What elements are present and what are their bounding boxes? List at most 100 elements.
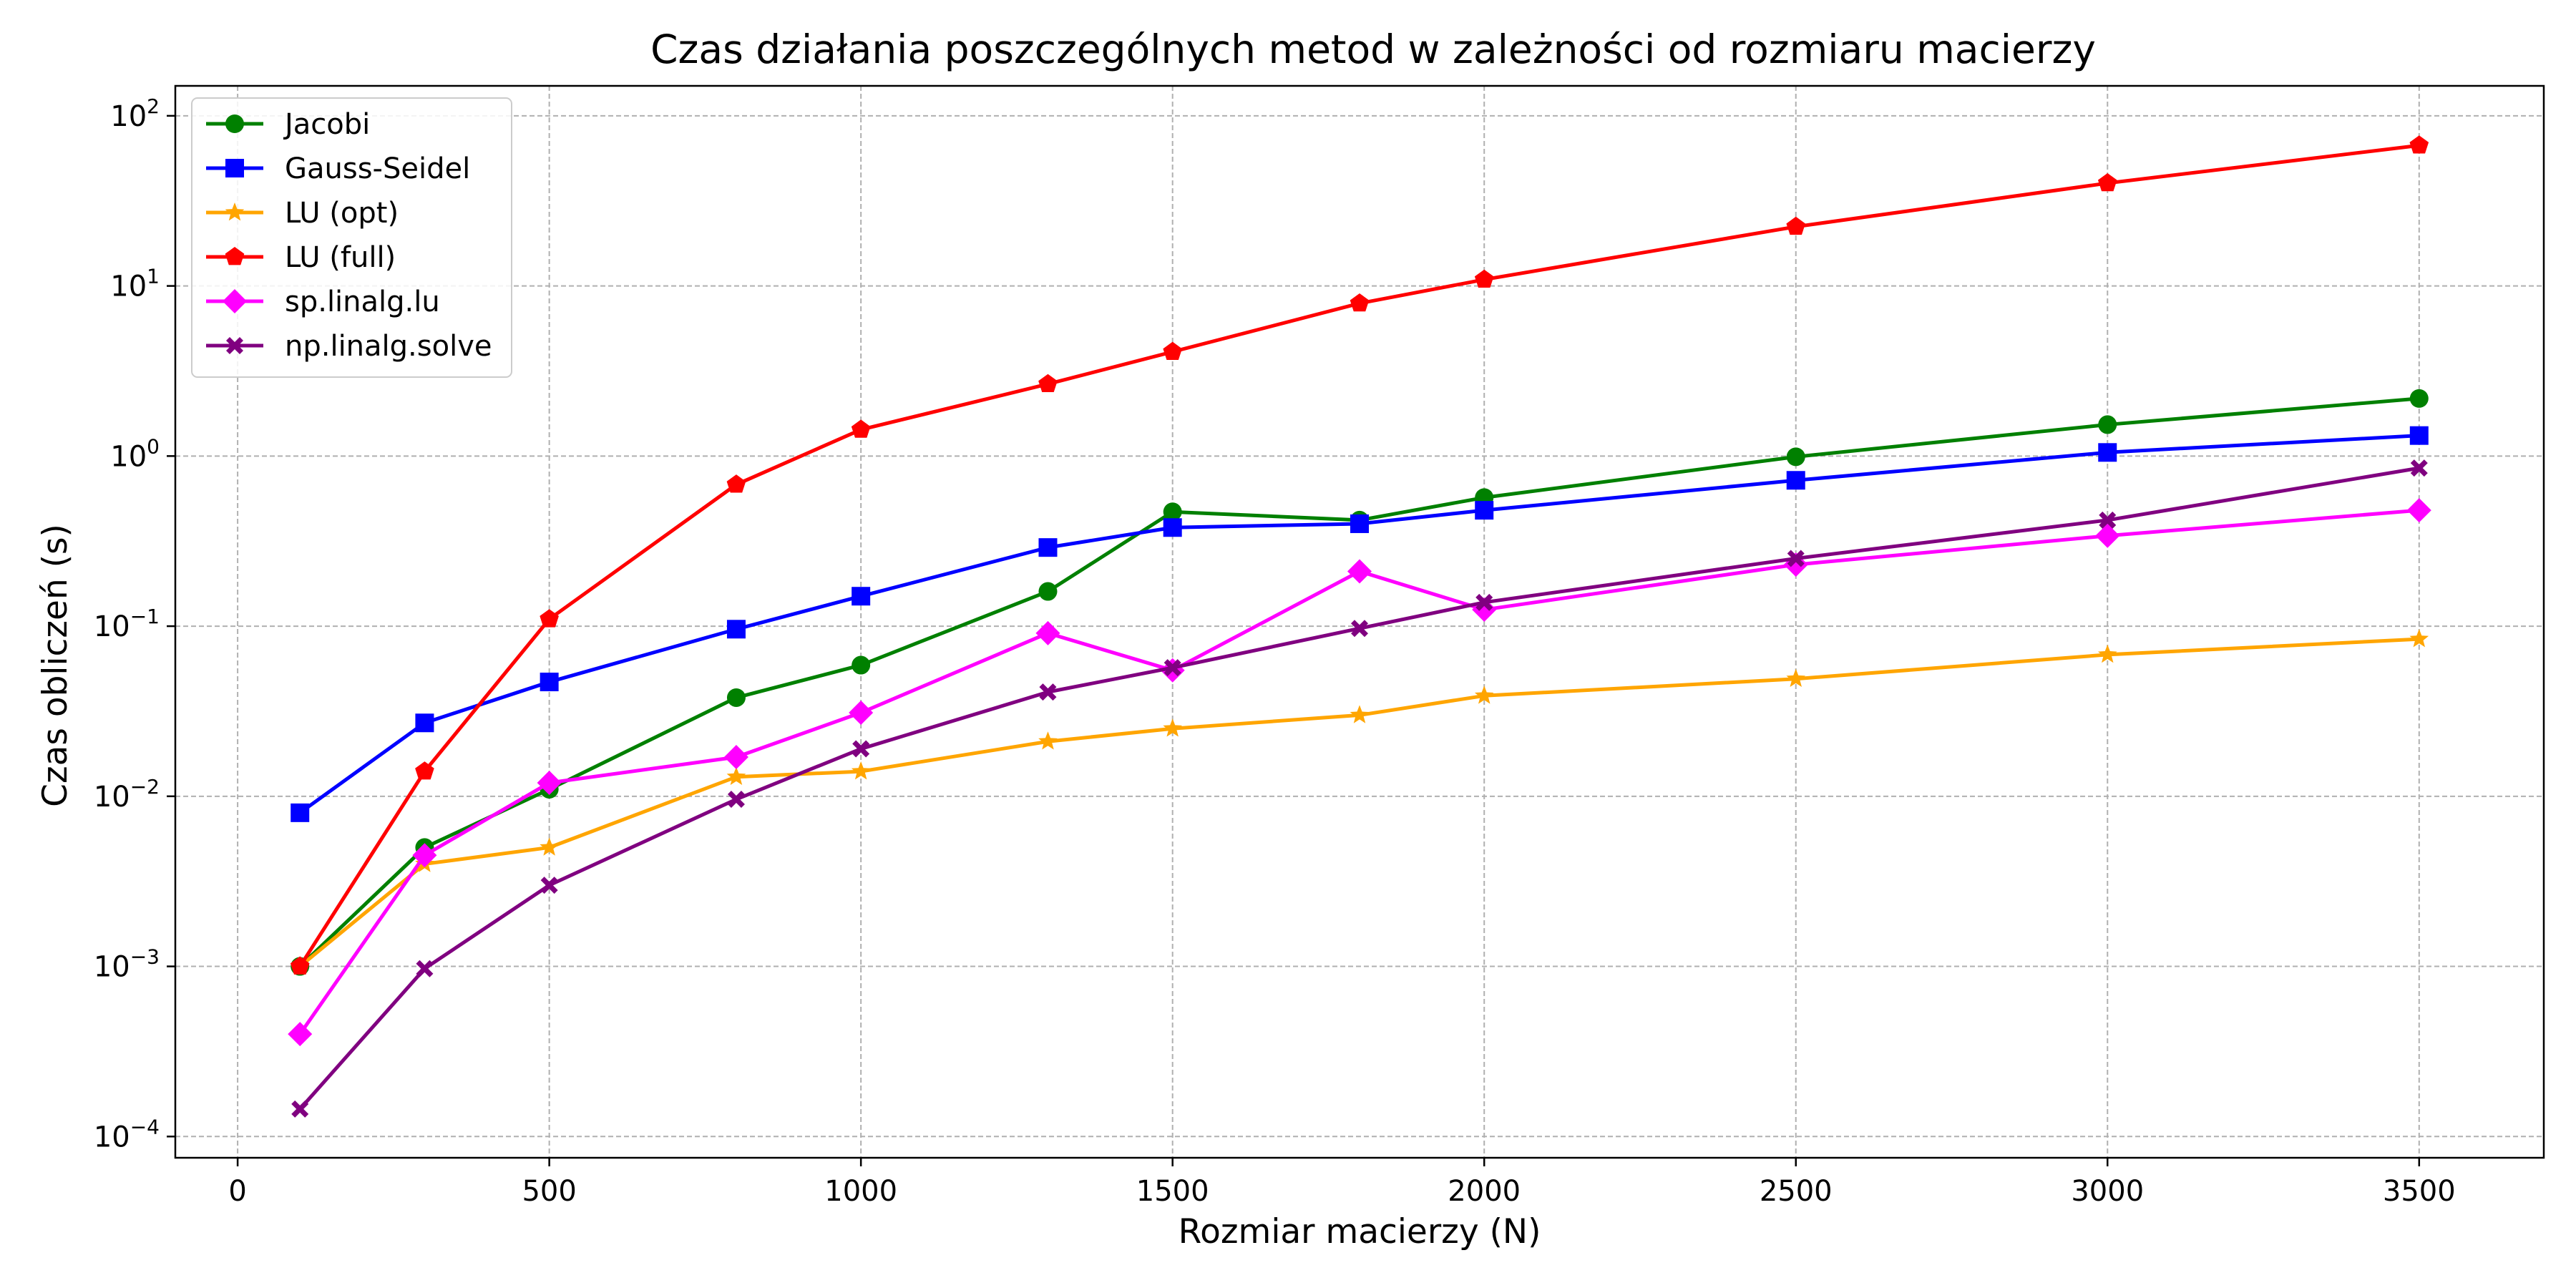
data-point [852,587,871,606]
series-gauss-seidel [291,426,2429,822]
data-point [2098,443,2117,462]
data-point [726,688,746,707]
legend-label: Gauss-Seidel [285,152,470,185]
legend-label: sp.linalg.lu [285,286,440,318]
y-tick-label-base: 10 [94,1121,130,1153]
data-point [288,1022,313,1047]
x-tick-label: 500 [522,1175,576,1208]
legend-marker [223,289,247,313]
data-point [852,740,870,758]
y-tick-label-exponent: 2 [147,94,160,118]
data-point [851,419,871,438]
y-tick-label-exponent: 0 [147,434,160,458]
data-point [1163,341,1182,360]
data-point [1038,374,1058,393]
y-tick-label: 10−3 [94,945,160,984]
data-point [1786,216,1806,235]
data-point [1163,518,1182,537]
series-line [298,508,2419,1035]
data-point [2409,629,2429,648]
data-point [1475,593,1493,611]
y-tick-label-base: 10 [110,270,147,303]
x-axis-label: Rozmiar macierzy (N) [1179,1212,1541,1252]
data-point [2095,523,2120,548]
x-tick-label: 3000 [2071,1175,2144,1208]
data-point [1163,502,1182,522]
y-tick-label-exponent: −1 [130,605,160,628]
data-point [1787,550,1805,567]
data-point [1035,620,1060,645]
y-tick-label: 100 [110,434,160,473]
legend-label: np.linalg.solve [285,330,492,363]
data-point [1038,538,1058,557]
y-tick-label-exponent: −3 [130,945,160,969]
data-point [1786,668,1806,688]
data-point [1351,620,1368,638]
data-point [2409,426,2429,445]
series-line [298,143,2420,967]
data-point [2099,511,2117,529]
data-point [1163,718,1182,737]
data-point [2097,644,2117,663]
data-point [851,761,871,780]
data-point [726,766,746,786]
y-tick-label: 101 [110,265,160,303]
series-line [298,396,2419,968]
y-tick-label-base: 10 [94,951,130,984]
data-point [1786,471,1805,490]
data-point [1475,501,1494,520]
y-tick-label-exponent: 1 [147,265,160,288]
data-point [1350,705,1370,723]
data-point [1039,683,1057,701]
data-point [1474,269,1494,288]
legend-marker [225,203,245,221]
legend-label: LU (opt) [285,197,399,230]
grid [175,86,2544,1158]
y-tick-label-base: 10 [94,781,130,814]
series-np-linalg-solve [291,459,2428,1118]
data-point [2409,135,2429,154]
plot-area: 0 500 1000 1500 2000 2500 3000 350010−410−310−2… [94,84,2545,1208]
data-point [540,609,559,628]
legend-box [191,97,512,378]
legend-marker [225,247,245,265]
data-point [291,1100,309,1118]
data-point [1786,447,1805,467]
data-point [415,761,434,780]
legend-item: Gauss-Seidel [206,152,470,185]
legend-label: LU (full) [285,241,396,274]
x-tick-label: 0 [228,1175,246,1208]
x-axis-ticks: 0 500 1000 1500 2000 2500 3000 3500 [228,1158,2456,1208]
chart-title: Czas działania poszczególnych metod w za… [650,26,2096,72]
legend-item: Jacobi [206,108,370,141]
data-point [412,843,437,868]
data-point [540,837,559,856]
legend-item: LU (opt) [206,197,399,230]
data-point [540,673,559,692]
data-point [415,713,434,733]
data-point [1347,559,1372,584]
y-tick-label-base: 10 [94,610,130,643]
legend-item: LU (full) [206,241,396,274]
data-point [1350,514,1369,533]
data-point [1474,686,1494,704]
series-line [298,434,2419,814]
legend-marker [226,337,243,354]
legend-item: np.linalg.solve [206,330,492,363]
data-point [2098,415,2117,434]
data-point [416,960,434,977]
y-tick-label: 10−1 [94,605,160,643]
data-point [849,701,874,726]
x-tick-label: 1000 [824,1175,897,1208]
data-point [1038,731,1058,750]
legend-item: sp.linalg.lu [206,286,440,318]
x-tick-label: 2000 [1448,1175,1521,1208]
data-point [1350,293,1370,312]
data-point [726,474,746,493]
x-tick-label: 1500 [1136,1175,1209,1208]
data-point [2406,498,2431,523]
legend-label: Jacobi [283,108,370,141]
data-point [540,877,558,894]
